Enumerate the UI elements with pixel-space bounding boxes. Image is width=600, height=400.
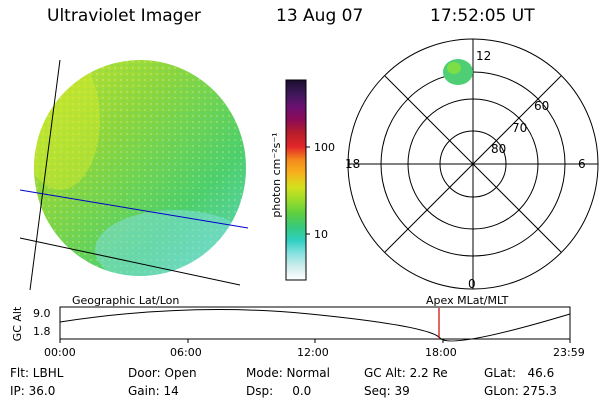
- polar-label-80: 80: [491, 142, 506, 156]
- polar-label-6: 6: [578, 157, 586, 171]
- polar-label-0: 0: [468, 277, 476, 291]
- xtick-1800: 18:00: [425, 346, 457, 359]
- status-flt: Flt: LBHL: [10, 366, 64, 380]
- status-seq: Seq: 39: [364, 384, 410, 398]
- ytick-9: 9.0: [33, 307, 51, 320]
- polar-label-60: 60: [534, 99, 549, 113]
- status-dsp: Dsp: 0.0: [246, 384, 312, 398]
- xtick-1200: 12:00: [297, 346, 329, 359]
- status-mode: Mode: Normal: [246, 366, 330, 380]
- status-glat: GLat: 46.6: [484, 366, 555, 380]
- magnetic-line: [19, 189, 249, 229]
- polar-label-12: 12: [476, 49, 491, 63]
- status-gain: Gain: 14: [128, 384, 179, 398]
- polar-label-70: 70: [512, 121, 527, 135]
- xtick-0600: 06:00: [170, 346, 202, 359]
- instrument-title: Ultraviolet Imager: [47, 6, 201, 26]
- longitude-line: [29, 59, 61, 291]
- xtick-2359: 23:59: [553, 346, 585, 359]
- colorbar-tick-10: 10: [314, 228, 328, 241]
- earth-uv-image: [19, 59, 249, 291]
- date-label: 13 Aug 07: [276, 6, 364, 26]
- timeline-plot: [59, 306, 571, 343]
- time-label: 17:52:05 UT: [430, 6, 535, 26]
- latitude-line: [19, 237, 241, 286]
- ytick-1_8: 1.8: [33, 325, 51, 338]
- apex-label: Apex MLat/MLT: [426, 294, 509, 307]
- status-ip: IP: 36.0: [10, 384, 56, 398]
- xtick-0000: 00:00: [44, 346, 76, 359]
- polar-label-18: 18: [345, 157, 360, 171]
- status-glon: GLon: 275.3: [484, 384, 557, 398]
- geographic-label: Geographic Lat/Lon: [72, 294, 180, 307]
- colorbar-title: photon cm⁻²s⁻¹: [270, 132, 283, 217]
- colorbar-tick-100: 100: [314, 141, 335, 154]
- polar-plot: [347, 38, 599, 290]
- colorbar: [285, 79, 307, 281]
- altitude-curve: [59, 309, 571, 342]
- status-gcalt: GC Alt: 2.2 Re: [364, 366, 448, 380]
- timeline-yaxis-label: GC Alt: [11, 306, 24, 341]
- status-door: Door: Open: [128, 366, 197, 380]
